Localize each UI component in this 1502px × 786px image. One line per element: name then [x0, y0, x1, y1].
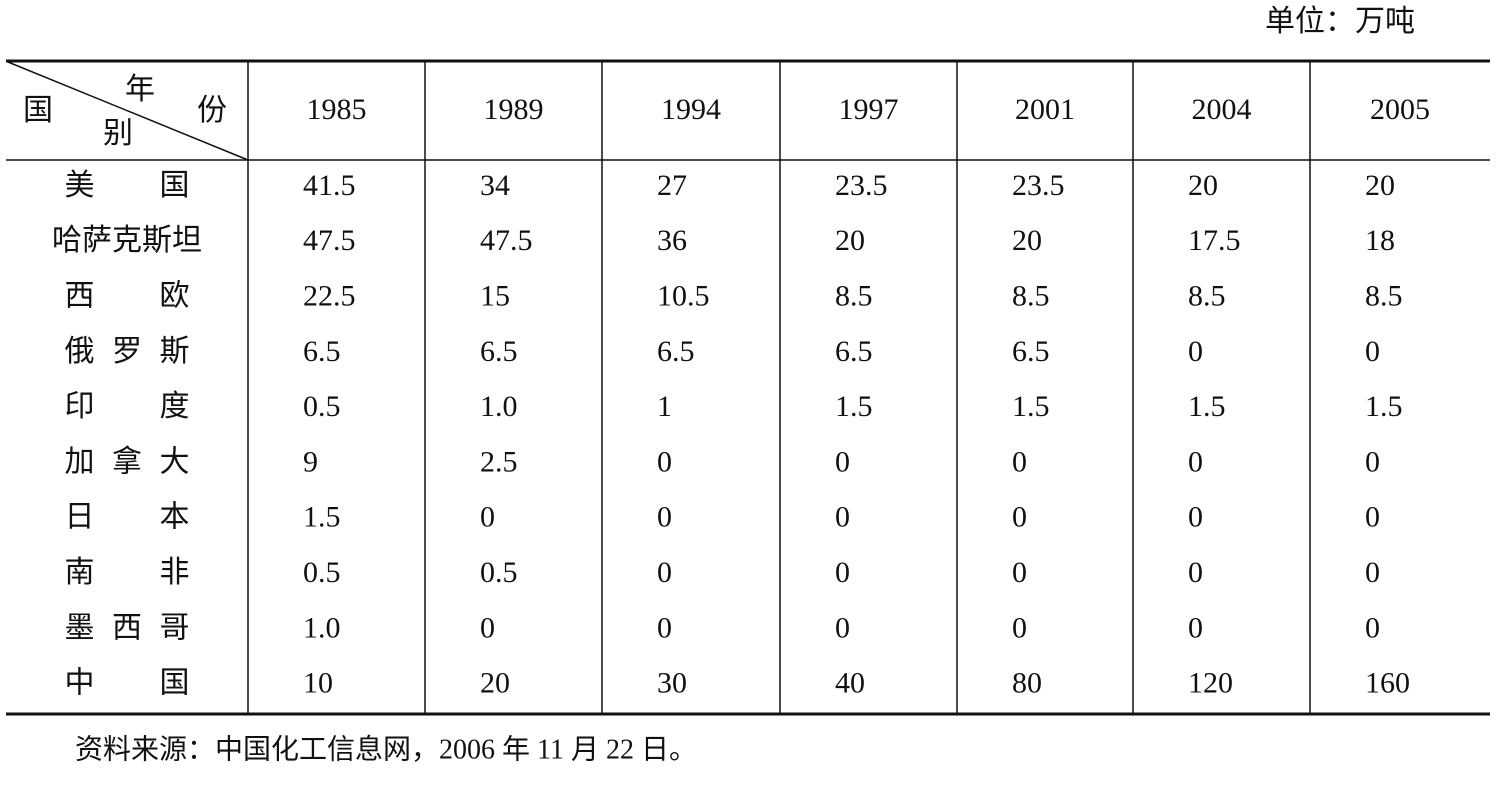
- cell-value: 0: [1188, 556, 1203, 589]
- corner-label: 别: [103, 117, 133, 150]
- cell-value: 0: [1012, 611, 1027, 644]
- cell-value: 0.5: [303, 390, 341, 423]
- cell-value: 0: [835, 611, 850, 644]
- cell-value: 0: [1365, 335, 1380, 368]
- cell-value: 20: [1365, 169, 1395, 202]
- cell-value: 8.5: [835, 279, 873, 312]
- column-header: 1997: [839, 93, 899, 126]
- cell-value: 23.5: [1012, 169, 1065, 202]
- cell-value: 1.5: [1188, 390, 1226, 423]
- unit-label: 单位：万吨: [1265, 5, 1415, 38]
- cell-value: 41.5: [303, 169, 356, 202]
- cell-value: 0.5: [480, 556, 518, 589]
- cell-value: 15: [480, 279, 510, 312]
- cell-value: 18: [1365, 224, 1395, 257]
- row-label: 墨西哥: [65, 611, 190, 644]
- cell-value: 0: [1188, 611, 1203, 644]
- cell-value: 0: [1012, 501, 1027, 534]
- cell-value: 10.5: [657, 279, 710, 312]
- column-header: 1985: [307, 93, 367, 126]
- column-header: 1989: [484, 93, 544, 126]
- cell-value: 0: [1012, 445, 1027, 478]
- cell-value: 1.5: [303, 501, 341, 534]
- cell-value: 1.5: [1365, 390, 1403, 423]
- cell-value: 20: [480, 667, 510, 700]
- column-header: 2001: [1015, 93, 1075, 126]
- cell-value: 0: [835, 445, 850, 478]
- row-label: 中国: [65, 667, 190, 700]
- corner-label: 份: [197, 94, 227, 127]
- cell-value: 0: [1365, 556, 1380, 589]
- cell-value: 36: [657, 224, 687, 257]
- cell-value: 6.5: [835, 335, 873, 368]
- row-label: 美国: [65, 169, 190, 202]
- cell-value: 1.0: [303, 611, 341, 644]
- cell-value: 0: [657, 556, 672, 589]
- cell-value: 20: [1012, 224, 1042, 257]
- cell-value: 20: [835, 224, 865, 257]
- cell-value: 30: [657, 667, 687, 700]
- cell-value: 8.5: [1012, 279, 1050, 312]
- cell-value: 27: [657, 169, 687, 202]
- column-header: 1994: [661, 93, 721, 126]
- cell-value: 0: [657, 445, 672, 478]
- cell-value: 0: [835, 556, 850, 589]
- cell-value: 6.5: [1012, 335, 1050, 368]
- column-header: 2005: [1370, 93, 1430, 126]
- cell-value: 1.0: [480, 390, 518, 423]
- cell-value: 2.5: [480, 445, 518, 478]
- cell-value: 6.5: [303, 335, 341, 368]
- cell-value: 40: [835, 667, 865, 700]
- row-label: 印度: [65, 390, 190, 423]
- column-header: 2004: [1192, 93, 1252, 126]
- cell-value: 20: [1188, 169, 1218, 202]
- corner-diagonal: [7, 61, 249, 161]
- cell-value: 47.5: [303, 224, 356, 257]
- cell-value: 80: [1012, 667, 1042, 700]
- corner-label: 年: [125, 73, 155, 106]
- cell-value: 0: [1365, 445, 1380, 478]
- cell-value: 23.5: [835, 169, 888, 202]
- cell-value: 8.5: [1188, 279, 1226, 312]
- cell-value: 17.5: [1188, 224, 1241, 257]
- cell-value: 0: [835, 501, 850, 534]
- cell-value: 0.5: [303, 556, 341, 589]
- corner-label: 国: [23, 94, 53, 127]
- cell-value: 0: [1012, 556, 1027, 589]
- cell-value: 34: [480, 169, 510, 202]
- cell-value: 0: [1188, 335, 1203, 368]
- cell-value: 0: [657, 501, 672, 534]
- cell-value: 6.5: [480, 335, 518, 368]
- cell-value: 0: [1188, 501, 1203, 534]
- cell-value: 22.5: [303, 279, 356, 312]
- cell-value: 0: [1188, 445, 1203, 478]
- cell-value: 1.5: [1012, 390, 1050, 423]
- row-label: 日本: [65, 501, 190, 534]
- cell-value: 6.5: [657, 335, 695, 368]
- row-label: 哈萨克斯坦: [52, 224, 202, 257]
- row-label: 加拿大: [65, 445, 190, 478]
- row-label: 西欧: [65, 279, 190, 312]
- cell-value: 0: [480, 501, 495, 534]
- cell-value: 47.5: [480, 224, 533, 257]
- cell-value: 0: [480, 611, 495, 644]
- cell-value: 1.5: [835, 390, 873, 423]
- cell-value: 0: [1365, 611, 1380, 644]
- row-label: 南非: [65, 556, 190, 589]
- cell-value: 8.5: [1365, 279, 1403, 312]
- cell-value: 160: [1365, 667, 1410, 700]
- cell-value: 1: [657, 390, 672, 423]
- cell-value: 10: [303, 667, 333, 700]
- cell-value: 0: [1365, 501, 1380, 534]
- row-label: 俄罗斯: [65, 335, 190, 368]
- cell-value: 9: [303, 445, 318, 478]
- cell-value: 120: [1188, 667, 1233, 700]
- source-note: 资料来源：中国化工信息网，2006 年 11 月 22 日。: [75, 733, 697, 765]
- cell-value: 0: [657, 611, 672, 644]
